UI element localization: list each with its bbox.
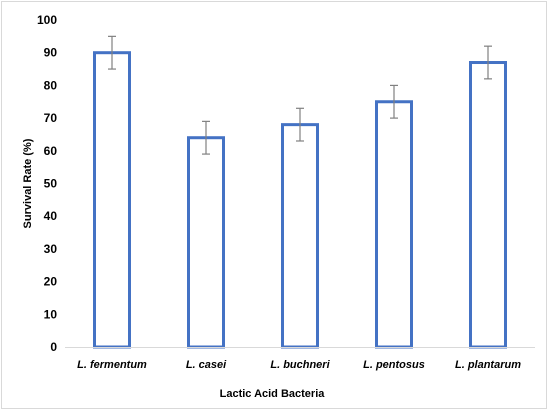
bar: [469, 61, 507, 349]
y-tick-label: 10: [44, 307, 58, 321]
y-tick-label: 60: [44, 144, 58, 158]
error-bar: [484, 45, 492, 80]
bar: [93, 51, 131, 349]
bar: [187, 136, 225, 349]
y-tick-label: 90: [44, 46, 58, 60]
x-category-label: L. casei: [186, 359, 227, 371]
x-category-label: L. pentosus: [363, 359, 425, 371]
y-tick-label: 50: [44, 177, 58, 191]
y-tick-label: 30: [44, 242, 58, 256]
x-category-label: L. plantarum: [455, 359, 521, 371]
error-bar: [390, 84, 398, 119]
x-axis-category-labels: L. fermentum L. casei L. buchneri L. pentos…: [77, 359, 521, 371]
x-axis-title: Lactic Acid Bacteria: [220, 388, 326, 400]
y-tick-label: 80: [44, 78, 58, 92]
y-tick-label: 20: [44, 275, 58, 289]
error-bars-layer: [108, 35, 492, 155]
bar: [375, 100, 413, 349]
y-tick-label: 100: [37, 13, 57, 27]
bars-layer: [93, 51, 507, 349]
y-tick-label: 0: [50, 340, 57, 354]
y-axis-title: Survival Rate (%): [22, 138, 34, 228]
error-bar: [296, 107, 304, 142]
x-category-label: L. buchneri: [270, 359, 330, 371]
error-bar: [108, 35, 116, 70]
y-tick-label: 70: [44, 111, 58, 125]
y-tick-label: 40: [44, 209, 58, 223]
error-bar: [202, 120, 210, 155]
x-category-label: L. fermentum: [77, 359, 147, 371]
y-axis-tick-labels: 0 10 20 30 40 50 60 70 80 90 100: [37, 13, 57, 354]
bar: [281, 123, 319, 349]
